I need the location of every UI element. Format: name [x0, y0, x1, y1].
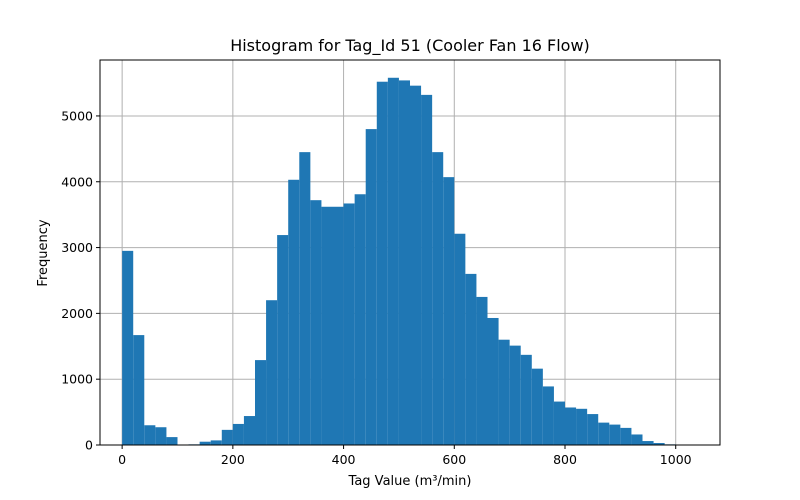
histogram-bar: [553, 401, 565, 445]
histogram-bar: [565, 407, 577, 445]
chart-title: Histogram for Tag_Id 51 (Cooler Fan 16 F…: [230, 36, 590, 56]
plot-frame: [99, 59, 721, 446]
histogram-bar: [476, 296, 488, 445]
histogram-bar: [587, 414, 599, 445]
histogram-bar: [642, 441, 654, 445]
histogram-bar: [277, 235, 289, 445]
histogram-bar: [410, 85, 422, 446]
histogram-bar: [343, 203, 355, 445]
histogram-bar: [232, 423, 244, 445]
histogram-bar: [210, 440, 222, 445]
histogram-bar: [432, 152, 444, 445]
histogram-bar: [398, 80, 410, 446]
y-tick-label: 4000: [61, 174, 93, 189]
histogram-bar: [122, 250, 134, 445]
x-tick-label: 600: [442, 452, 466, 467]
histogram-bar: [454, 233, 466, 445]
histogram-bar: [631, 434, 643, 445]
histogram-bar: [443, 177, 455, 445]
histogram-bar: [133, 335, 145, 445]
histogram-bar: [321, 206, 333, 445]
histogram-bar: [465, 273, 477, 445]
x-tick-label: 0: [118, 452, 126, 467]
histogram-bar: [609, 424, 621, 445]
histogram-bar: [387, 77, 399, 446]
bars-layer: [122, 77, 676, 446]
histogram-bar: [310, 200, 322, 445]
y-tick-label: 1000: [61, 372, 93, 387]
y-tick-label: 0: [85, 438, 93, 453]
histogram-bar: [531, 368, 543, 445]
histogram-bar: [542, 386, 554, 445]
y-tick-label: 2000: [61, 306, 93, 321]
histogram-bar: [365, 129, 377, 445]
histogram-bar: [354, 194, 366, 445]
x-tick-label: 400: [332, 452, 356, 467]
x-tick-label: 1000: [660, 452, 692, 467]
x-tick-label: 800: [553, 452, 577, 467]
histogram-bar: [243, 416, 255, 445]
histogram-bar: [199, 441, 211, 445]
histogram-bar: [498, 339, 510, 445]
x-axis-label: Tag Value (m³/min): [348, 474, 472, 489]
histogram-bar: [155, 427, 167, 445]
histogram-bar: [376, 81, 388, 445]
histogram-bar: [288, 179, 300, 445]
histogram-bar: [166, 437, 178, 445]
y-tick-label: 3000: [61, 240, 93, 255]
y-axis-label: Frequency: [36, 219, 51, 286]
histogram-bar: [487, 317, 499, 445]
histogram-bar: [266, 300, 278, 445]
histogram-bar: [520, 354, 532, 445]
histogram-bar: [576, 408, 588, 445]
histogram-bar: [144, 425, 156, 445]
ticks-layer: 0 200 400 600 800 1000 0 1000 2000 3000 4000 5000: [61, 108, 691, 467]
x-tick-label: 200: [221, 452, 245, 467]
histogram-bar: [653, 443, 665, 445]
histogram-bar: [421, 94, 433, 445]
histogram-bar: [221, 429, 233, 445]
histogram-bar: [332, 206, 344, 445]
histogram-bar: [598, 422, 610, 445]
histogram-bar: [255, 360, 267, 445]
histogram-bar: [509, 345, 521, 445]
y-tick-label: 5000: [61, 108, 93, 123]
histogram-bar: [620, 427, 632, 445]
histogram-bar: [299, 152, 311, 445]
